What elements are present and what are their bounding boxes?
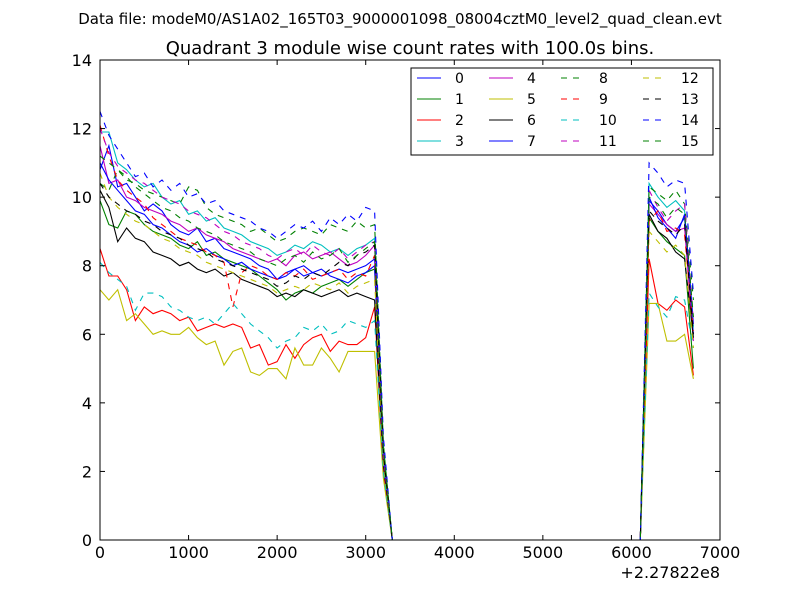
y-tick-label: 2 (82, 462, 92, 481)
series-line-7 (100, 162, 694, 540)
figure-suptitle: Data file: modeM0/AS1A02_165T03_90000010… (78, 10, 722, 29)
x-tick-label: 5000 (522, 543, 563, 562)
legend-label-4: 4 (527, 71, 536, 87)
legend-label-8: 8 (599, 71, 608, 87)
x-axis: 0 1000 2000 3000 4000 5000 6000 7000 (95, 60, 740, 562)
legend-label-9: 9 (599, 92, 608, 108)
legend-label-6: 6 (527, 113, 536, 129)
series-line-11 (100, 128, 694, 540)
y-tick-label: 10 (72, 188, 92, 207)
legend-label-5: 5 (527, 92, 536, 108)
series-line-12 (100, 172, 694, 540)
y-tick-label: 0 (82, 531, 92, 550)
legend-label-15: 15 (681, 134, 699, 150)
y-tick-label: 8 (82, 257, 92, 276)
x-tick-label: 6000 (611, 543, 652, 562)
y-tick-label: 14 (72, 51, 92, 70)
legend-label-3: 3 (455, 134, 464, 150)
legend-label-14: 14 (681, 113, 699, 129)
series-line-5 (100, 288, 694, 540)
x-tick-label: 1000 (168, 543, 209, 562)
y-tick-label: 12 (72, 120, 92, 139)
x-tick-label: 7000 (700, 543, 741, 562)
series-line-2 (100, 248, 694, 540)
legend-label-10: 10 (599, 113, 617, 129)
plot-lines (100, 111, 694, 540)
legend-label-12: 12 (681, 71, 699, 87)
x-tick-label: 2000 (257, 543, 298, 562)
legend-label-11: 11 (599, 134, 617, 150)
chart-title: Quadrant 3 module wise count rates with … (166, 38, 655, 59)
series-line-1 (100, 200, 694, 540)
x-tick-label: 0 (95, 543, 105, 562)
series-line-6 (100, 190, 694, 540)
series-line-13 (100, 183, 694, 540)
series-line-0 (100, 143, 694, 540)
legend-label-13: 13 (681, 92, 699, 108)
y-tick-label: 6 (82, 325, 92, 344)
series-line-4 (100, 145, 694, 540)
x-tick-label: 3000 (345, 543, 386, 562)
legend-label-2: 2 (455, 113, 464, 129)
legend-label-1: 1 (455, 92, 464, 108)
series-line-8 (100, 168, 694, 540)
series-line-15 (100, 155, 694, 540)
y-tick-label: 4 (82, 394, 92, 413)
legend-label-0: 0 (455, 71, 464, 87)
x-offset-label: +2.27822e8 (620, 563, 720, 582)
x-tick-label: 4000 (434, 543, 475, 562)
series-line-14 (100, 111, 694, 540)
plot-frame (99, 59, 721, 541)
legend-label-7: 7 (527, 134, 536, 150)
series-line-3 (100, 131, 694, 540)
series-line-10 (100, 261, 694, 540)
